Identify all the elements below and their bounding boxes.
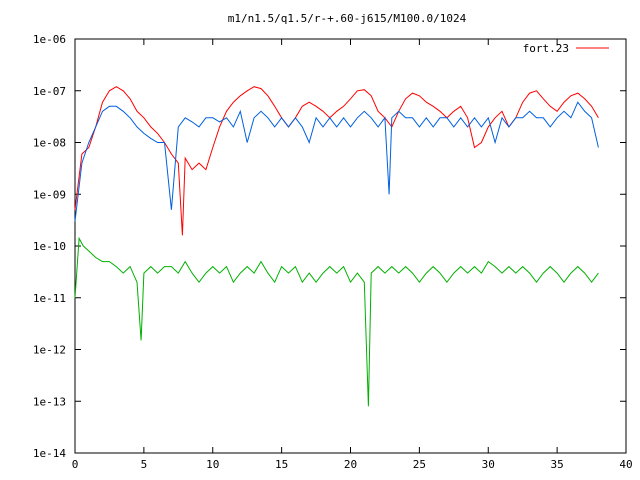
- x-tick-label: 15: [275, 458, 288, 471]
- series-line-3: [74, 236, 599, 407]
- x-tick-label: 20: [344, 458, 357, 471]
- y-tick-label: 1e-13: [33, 395, 66, 408]
- y-tick-label: 1e-10: [33, 240, 66, 253]
- series-lines: [74, 86, 599, 407]
- y-tick-label: 1e-09: [33, 188, 66, 201]
- y-tick-label: 1e-12: [33, 344, 66, 357]
- plot-title: m1/n1.5/q1.5/r-+.60-j615/M100.0/1024: [228, 12, 467, 25]
- x-tick-label: 5: [141, 458, 148, 471]
- x-tick-label: 40: [619, 458, 632, 471]
- y-tick-label: 1e-14: [33, 447, 66, 460]
- y-tick-label: 1e-07: [33, 85, 66, 98]
- x-tick-label: 10: [206, 458, 219, 471]
- x-tick-label: 35: [551, 458, 564, 471]
- series-line-2: [74, 101, 599, 222]
- plot-frame: [74, 38, 627, 454]
- x-tick-label: 25: [413, 458, 426, 471]
- y-tick-label: 1e-08: [33, 137, 66, 150]
- x-tick-label: 30: [482, 458, 495, 471]
- series-line-1: [74, 86, 599, 236]
- legend-label: fort.23: [523, 42, 569, 55]
- x-tick-label: 0: [72, 458, 79, 471]
- axis-ticks: 0 5 10 15 20 25 30 35 40 1e-14 1e-13 1e-12 1e-11 1e-1…: [33, 33, 633, 471]
- y-tick-label: 1e-11: [33, 292, 66, 305]
- y-tick-label: 1e-06: [33, 33, 66, 46]
- legend: fort.23: [523, 42, 609, 55]
